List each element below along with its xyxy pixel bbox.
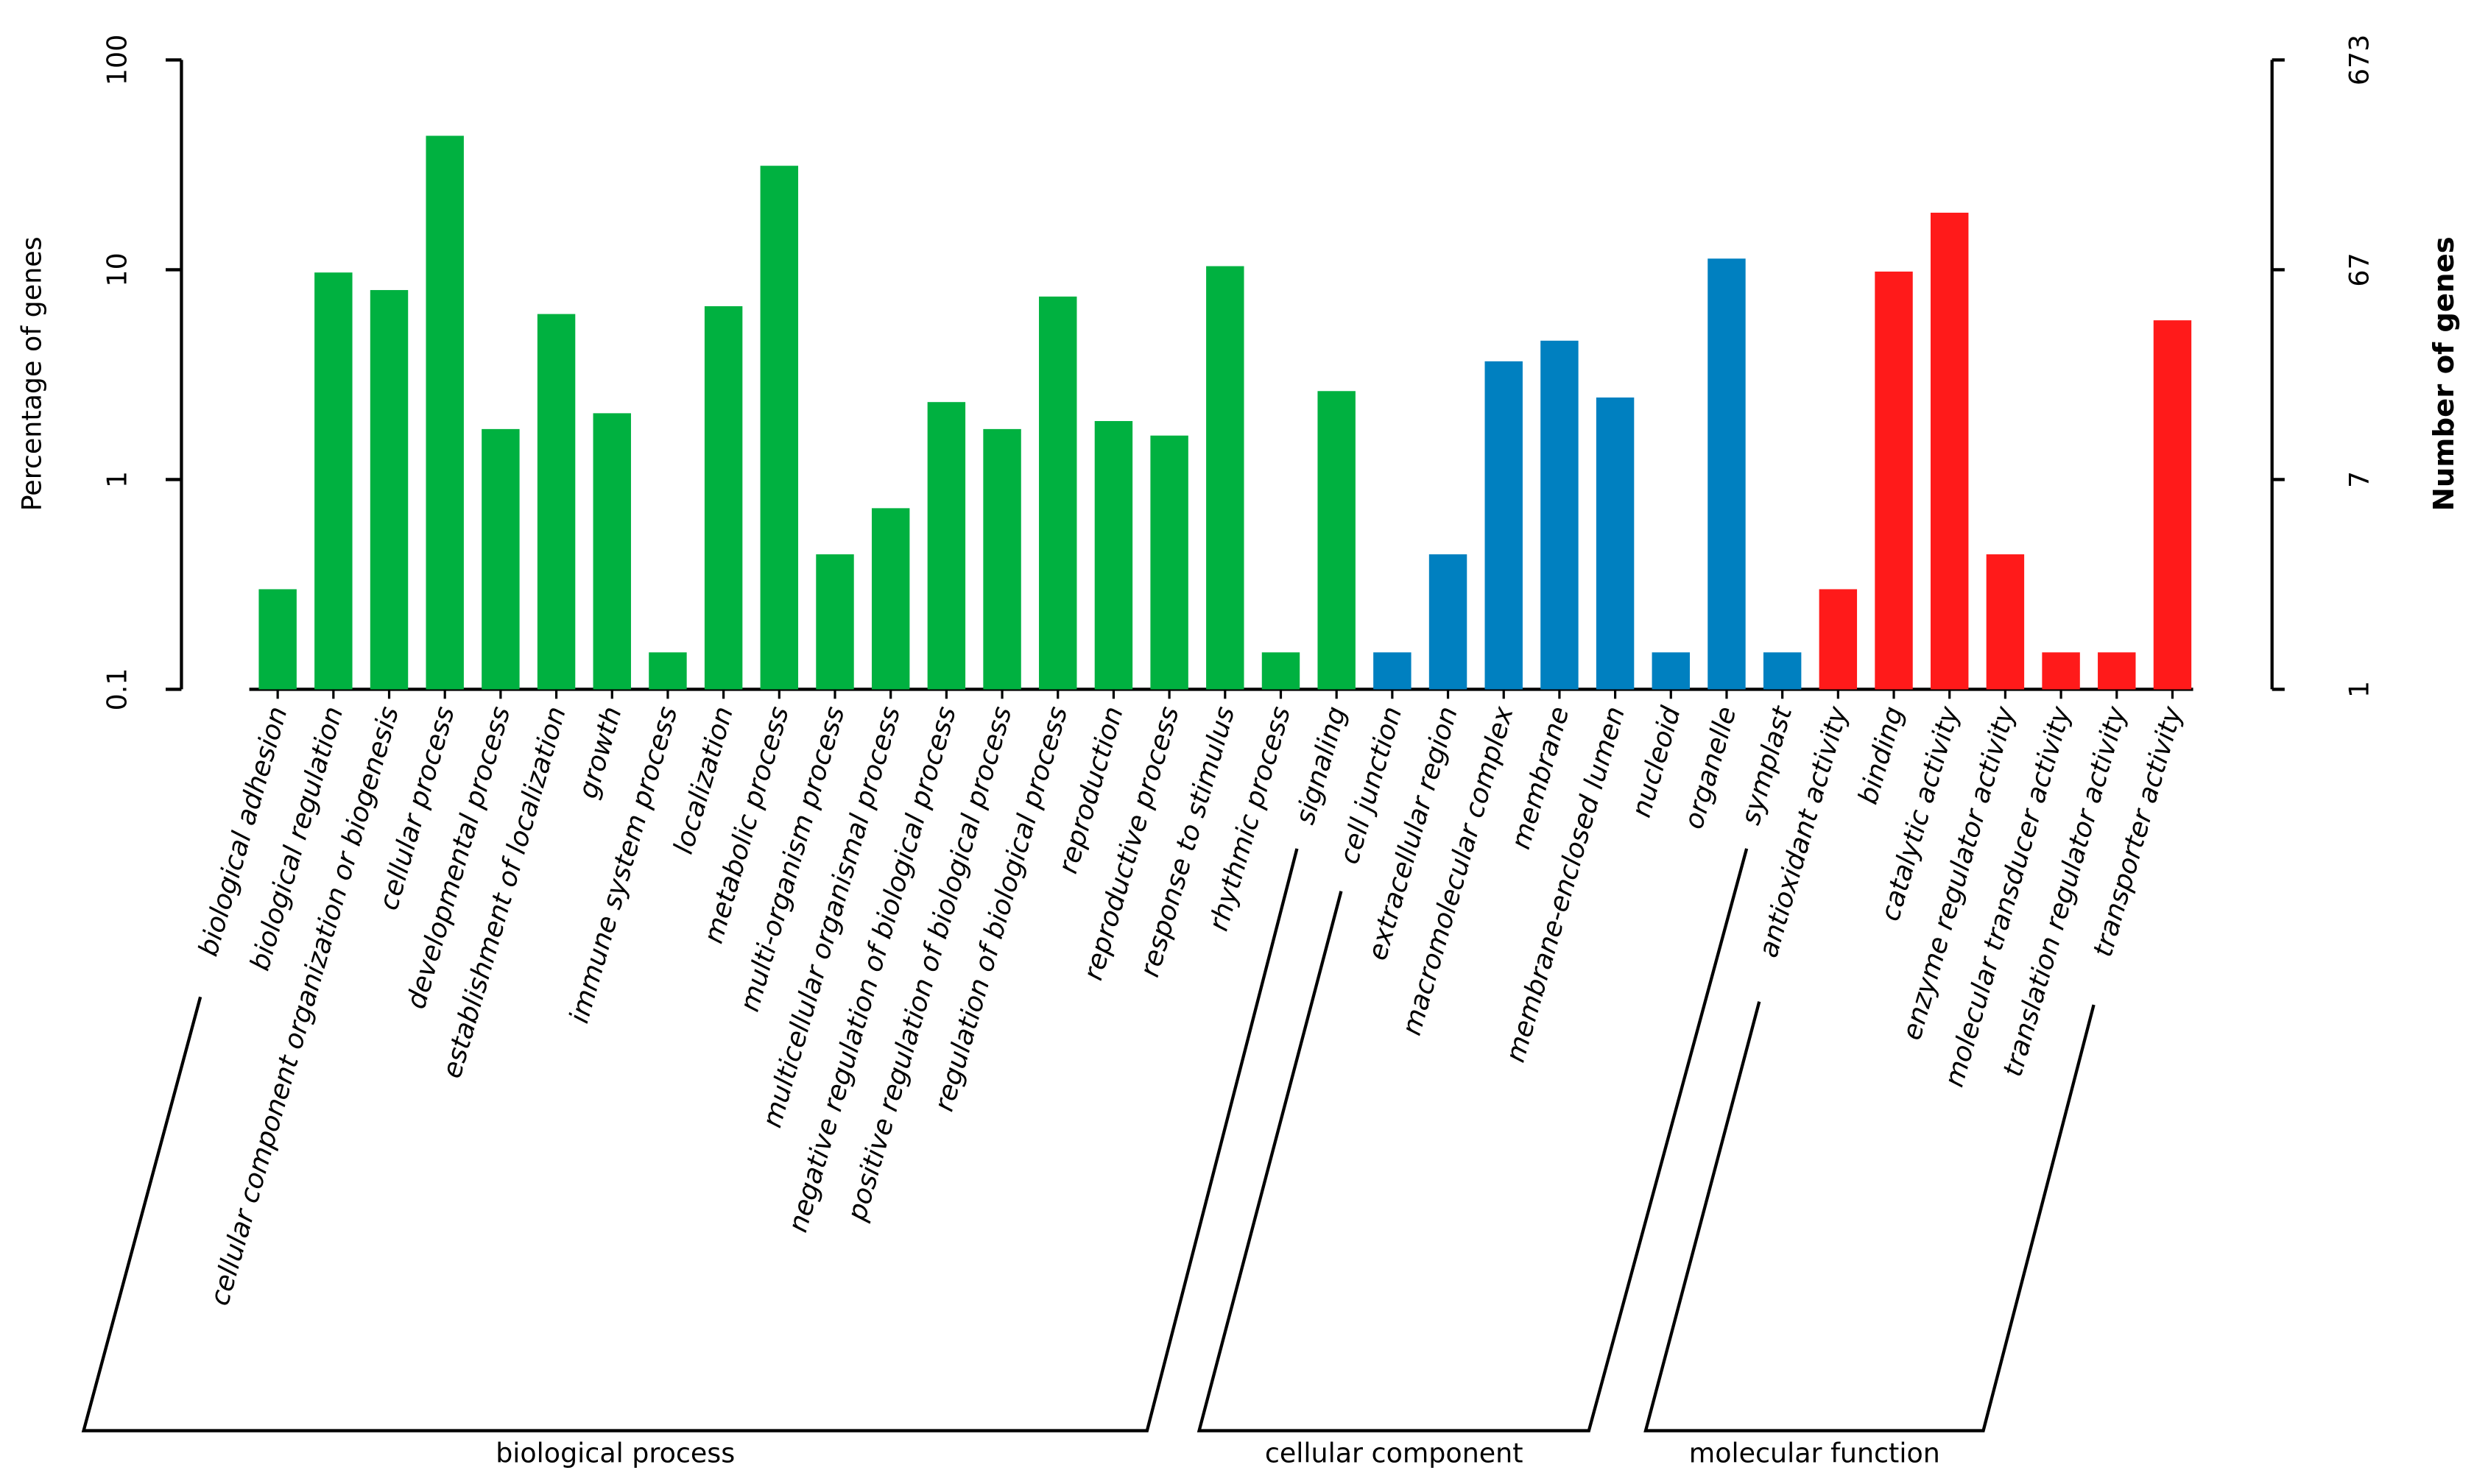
bar xyxy=(482,428,520,690)
group-bracket xyxy=(1197,848,1749,1432)
bar xyxy=(2042,652,2080,690)
x-tick-label: immune system process xyxy=(563,703,683,1027)
bar xyxy=(1317,391,1356,690)
bar xyxy=(1428,554,1467,690)
y-tick-label: 10 xyxy=(101,252,133,286)
group-bracket xyxy=(1643,1001,2096,1432)
bar xyxy=(2098,652,2136,690)
y2-tick-label: 7 xyxy=(2343,471,2375,488)
y2-tick-label: 67 xyxy=(2343,252,2375,286)
bar xyxy=(1652,652,1690,690)
bar xyxy=(1484,361,1523,690)
bar xyxy=(1261,652,1300,690)
bar xyxy=(649,652,687,690)
bar xyxy=(1819,589,1858,690)
bar xyxy=(1373,652,1412,690)
bar xyxy=(704,305,743,690)
bar xyxy=(1763,652,1802,690)
bar xyxy=(871,508,910,690)
y2-axis-title: Number of genes xyxy=(2428,236,2461,511)
bar xyxy=(1596,398,1635,690)
y-tick-label: 0.1 xyxy=(101,668,133,710)
y-tick-label: 1 xyxy=(101,471,133,488)
y2-tick-label: 673 xyxy=(2343,35,2375,86)
x-tick-label: growth xyxy=(571,703,627,802)
bar xyxy=(537,314,576,690)
bar xyxy=(1875,271,1913,690)
bar xyxy=(2153,320,2192,690)
x-tick-label: signaling xyxy=(1289,703,1353,827)
group-label: molecular function xyxy=(1689,1437,1940,1469)
bar xyxy=(1931,212,1969,690)
bar xyxy=(1986,554,2025,690)
bar xyxy=(1094,420,1133,690)
y-tick-label: 100 xyxy=(101,35,133,86)
bar xyxy=(370,290,409,690)
x-tick-label: binding xyxy=(1852,703,1910,808)
bar xyxy=(983,428,1021,690)
bar xyxy=(1206,266,1244,690)
bar xyxy=(1540,340,1579,690)
x-tick-label: organelle xyxy=(1677,703,1742,833)
x-tick-label: symplast xyxy=(1734,702,1798,828)
bar xyxy=(258,589,297,690)
x-tick-label: membrane-enclosed lumen xyxy=(1499,703,1631,1066)
group-label: biological process xyxy=(496,1437,735,1469)
group-label: cellular component xyxy=(1265,1437,1523,1469)
bar xyxy=(760,166,799,690)
x-tick-label: nucleoid xyxy=(1625,702,1687,821)
bar xyxy=(1708,258,1746,690)
bar xyxy=(314,272,353,690)
y-axis-title: Percentage of genes xyxy=(16,236,48,511)
bar xyxy=(426,135,464,690)
bar xyxy=(927,402,966,690)
bar xyxy=(1039,296,1077,690)
group-bracket xyxy=(81,848,1299,1432)
bar xyxy=(1150,435,1188,690)
bar xyxy=(816,554,854,690)
y2-tick-label: 1 xyxy=(2343,681,2375,698)
bar xyxy=(593,413,631,690)
